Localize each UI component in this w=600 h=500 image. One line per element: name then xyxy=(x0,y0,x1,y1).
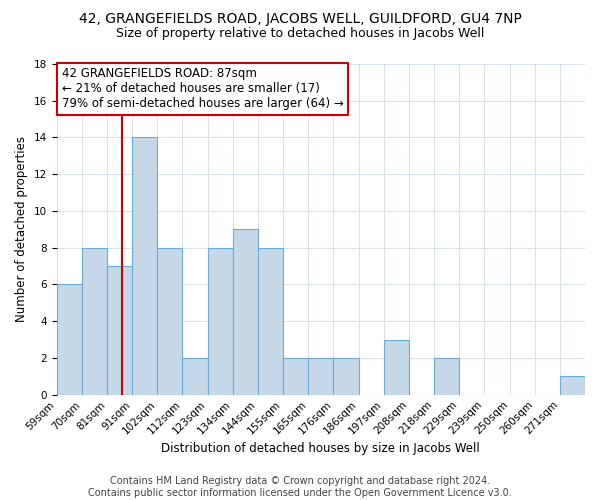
Bar xyxy=(233,230,258,394)
X-axis label: Distribution of detached houses by size in Jacobs Well: Distribution of detached houses by size … xyxy=(161,442,480,455)
Text: Size of property relative to detached houses in Jacobs Well: Size of property relative to detached ho… xyxy=(116,28,484,40)
Bar xyxy=(308,358,334,395)
Bar xyxy=(334,358,359,395)
Text: 42, GRANGEFIELDS ROAD, JACOBS WELL, GUILDFORD, GU4 7NP: 42, GRANGEFIELDS ROAD, JACOBS WELL, GUIL… xyxy=(79,12,521,26)
Bar xyxy=(82,248,107,394)
Bar xyxy=(107,266,132,394)
Bar xyxy=(383,340,409,394)
Bar xyxy=(283,358,308,395)
Text: Contains HM Land Registry data © Crown copyright and database right 2024.
Contai: Contains HM Land Registry data © Crown c… xyxy=(88,476,512,498)
Bar xyxy=(157,248,182,394)
Bar xyxy=(560,376,585,394)
Bar xyxy=(258,248,283,394)
Bar xyxy=(132,138,157,394)
Bar xyxy=(434,358,459,395)
Text: 42 GRANGEFIELDS ROAD: 87sqm
← 21% of detached houses are smaller (17)
79% of sem: 42 GRANGEFIELDS ROAD: 87sqm ← 21% of det… xyxy=(62,68,344,110)
Bar xyxy=(208,248,233,394)
Y-axis label: Number of detached properties: Number of detached properties xyxy=(15,136,28,322)
Bar xyxy=(56,284,82,395)
Bar xyxy=(182,358,208,395)
